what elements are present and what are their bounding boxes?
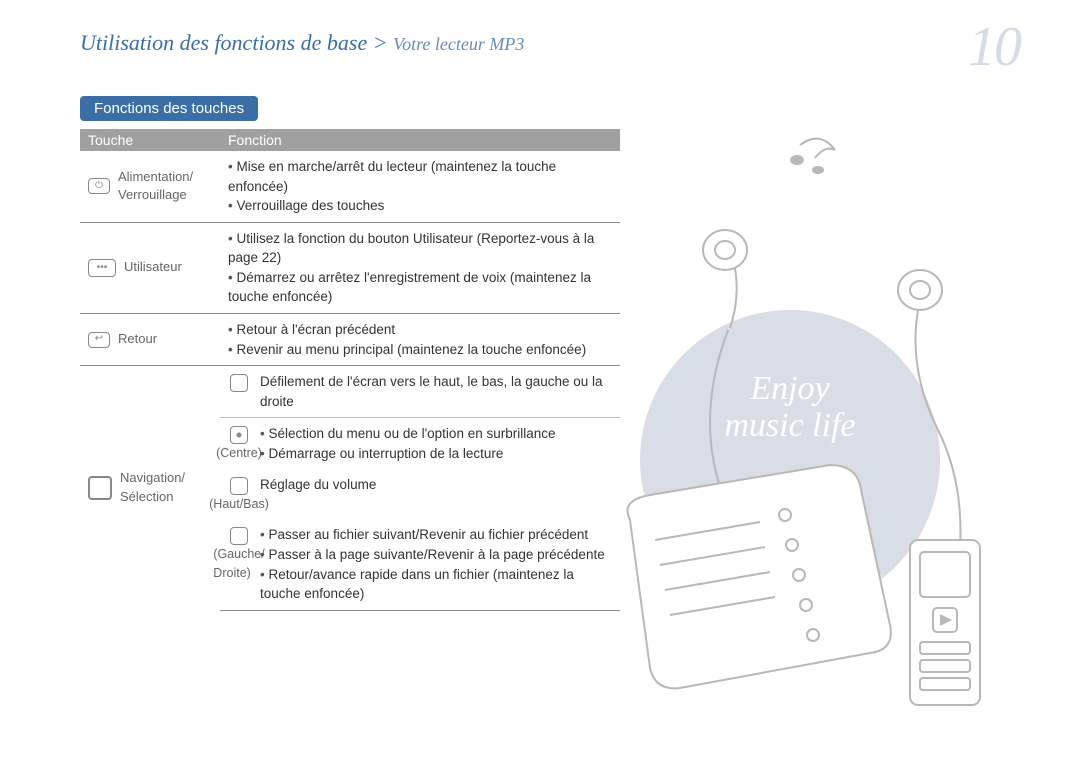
nav-key-icon [88, 476, 112, 500]
breadcrumb: Utilisation des fonctions de base > Votr… [80, 30, 1020, 56]
back-key-label: Retour [118, 330, 157, 349]
functions-table: Touche Fonction ⏻ Alimentation/ Verrouil… [80, 129, 620, 611]
breadcrumb-main: Utilisation des fonctions de base [80, 30, 367, 55]
power-key-icon: ⏻ [88, 178, 110, 194]
user-key-icon: ••• [88, 259, 116, 277]
nav-center-2: Démarrage ou interruption de la lecture [260, 444, 612, 464]
power-key-label: Alimentation/ Verrouillage [118, 168, 193, 206]
table-row: Navigation/ Sélection Défilement de l'éc… [80, 366, 620, 418]
nav-leftright-label: (Gauche/ Droite) [213, 545, 264, 581]
page-number: 10 [968, 15, 1020, 79]
back-key-icon: ↩ [88, 332, 110, 348]
nav-center-label: (Centre) [216, 444, 262, 462]
nav-lr-2: Passer à la page suivante/Revenir à la p… [260, 545, 612, 565]
nav-scroll-text: Défilement de l'écran vers le haut, le b… [260, 372, 612, 411]
table-row: ••• Utilisateur Utilisez la fonction du … [80, 222, 620, 313]
back-func-2: Revenir au menu principal (maintenez la … [228, 340, 612, 360]
nav-scroll-icon [228, 372, 250, 392]
user-func-2: Démarrez ou arrêtez l'enregistrement de … [228, 268, 612, 307]
nav-updown-text: Réglage du volume [260, 475, 612, 495]
breadcrumb-sep: > [373, 30, 388, 55]
nav-updown-label: (Haut/Bas) [209, 495, 269, 513]
lineart-svg [600, 120, 1030, 720]
breadcrumb-sub: Votre lecteur MP3 [393, 34, 524, 54]
nav-key-label: Navigation/ Sélection [120, 469, 185, 507]
user-func-1: Utilisez la fonction du bouton Utilisate… [228, 229, 612, 268]
nav-center-icon: (Centre) [228, 424, 250, 462]
nav-lr-3: Retour/avance rapide dans un fichier (ma… [260, 565, 612, 604]
power-func-2: Verrouillage des touches [228, 196, 612, 216]
nav-center-1: Sélection du menu ou de l'option en surb… [260, 424, 612, 444]
user-key-label: Utilisateur [124, 258, 182, 277]
section-title-pill: Fonctions des touches [80, 96, 258, 121]
table-header-key: Touche [80, 129, 220, 151]
power-func-1: Mise en marche/arrêt du lecteur (mainten… [228, 157, 612, 196]
nav-updown-icon: (Haut/Bas) [228, 475, 250, 513]
table-row: ⏻ Alimentation/ Verrouillage Mise en mar… [80, 151, 620, 222]
table-row: ↩ Retour Retour à l'écran précédent Reve… [80, 313, 620, 365]
manual-page: 10 Utilisation des fonctions de base > V… [0, 0, 1080, 762]
illustration: Enjoy music life [600, 120, 1030, 720]
table-header-func: Fonction [220, 129, 620, 151]
nav-leftright-icon: (Gauche/ Droite) [228, 525, 250, 581]
nav-lr-1: Passer au fichier suivant/Revenir au fic… [260, 525, 612, 545]
back-func-1: Retour à l'écran précédent [228, 320, 612, 340]
